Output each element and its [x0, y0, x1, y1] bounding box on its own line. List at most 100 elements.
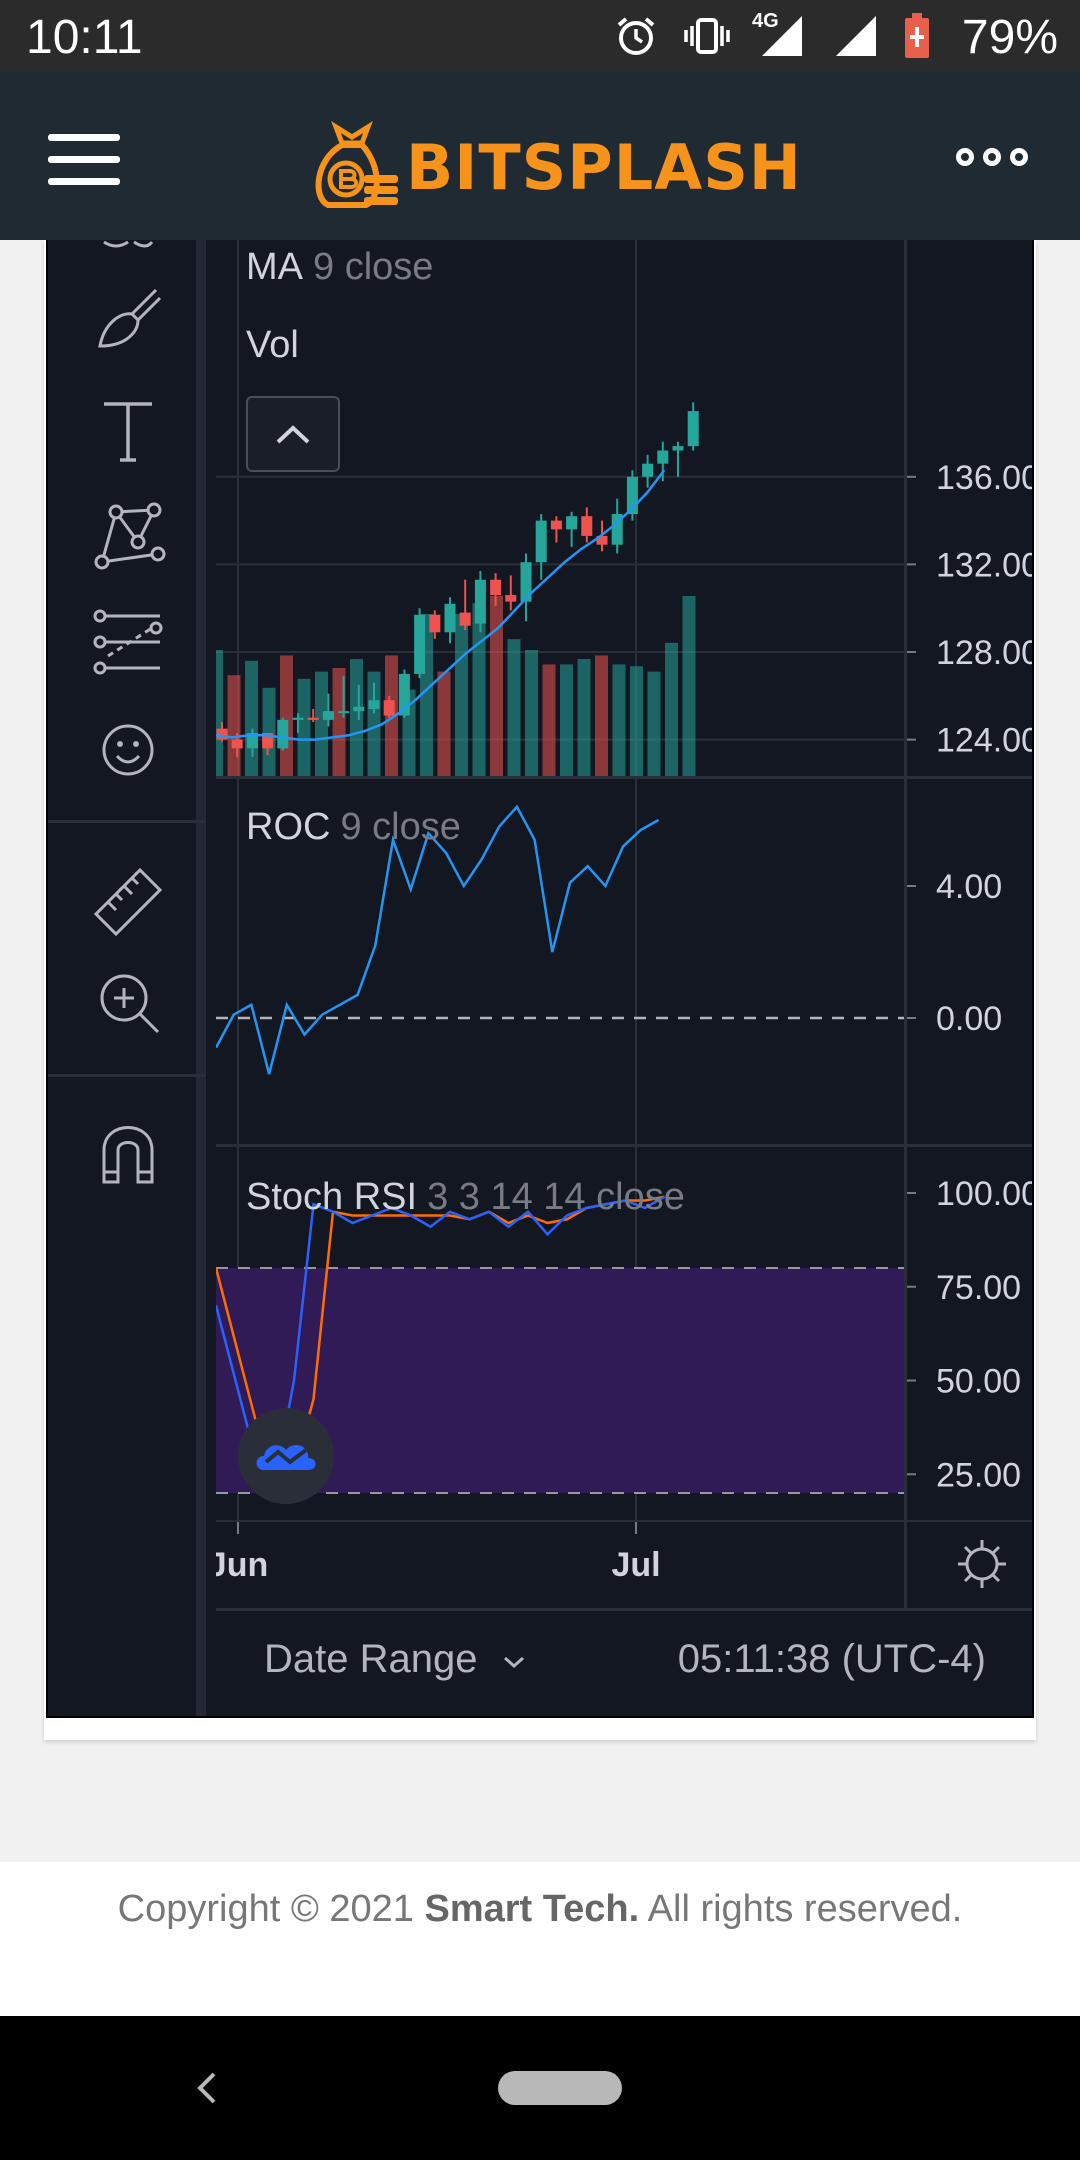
candle-body — [459, 612, 471, 626]
chart-settings-icon[interactable] — [958, 1540, 1006, 1588]
footer: Copyright © 2021 Smart Tech. All rights … — [0, 1862, 1080, 2016]
bitcoin-bag-icon — [315, 120, 398, 208]
more-dots-icon[interactable] — [956, 142, 1028, 172]
candle-body — [520, 562, 532, 602]
candle-body — [338, 711, 350, 714]
volume-bar — [245, 660, 258, 776]
volume-bar — [210, 650, 223, 776]
network-type-label: 4G — [752, 10, 779, 32]
status-icons: 4G — [614, 10, 930, 60]
hamburger-menu-icon[interactable] — [48, 134, 120, 186]
status-bar: 10:11 4G 79% — [0, 0, 1080, 72]
roc-axis-label: 0.00 — [936, 1000, 1002, 1038]
pane-separator[interactable] — [216, 1144, 1034, 1147]
volume-bar — [490, 596, 503, 776]
stoch-axis-label: 100.00 — [936, 1175, 1034, 1213]
candle-body — [505, 595, 517, 602]
candle-body — [672, 446, 684, 451]
volume-legend-name: Vol — [246, 324, 299, 366]
candle-body — [414, 614, 426, 674]
candle-body — [474, 579, 486, 624]
date-range-dropdown[interactable]: Date Range — [264, 1637, 529, 1682]
brush-icon[interactable] — [86, 280, 170, 364]
candle-body — [642, 463, 654, 477]
candle-body — [292, 717, 304, 720]
time-axis-separator — [216, 1520, 1032, 1522]
ma-line — [215, 469, 666, 741]
price-axis-label: 136.00 — [936, 459, 1034, 497]
volume-bar — [350, 659, 363, 776]
volume-bar — [630, 666, 643, 776]
chart-widget: 4.00 0.00 100.00 75.00 50.00 25.00 136.00 132… — [46, 240, 1034, 1718]
time-axis-label: Jul — [611, 1546, 660, 1584]
pane-separator[interactable] — [216, 776, 1034, 779]
fib-retracement-icon[interactable] — [86, 600, 170, 684]
volume-bar — [525, 650, 538, 776]
candle-body — [490, 579, 502, 596]
chart-canvas[interactable]: 4.00 0.00 100.00 75.00 50.00 25.00 136.00 132… — [208, 240, 1034, 1608]
company-name[interactable]: Smart Tech. — [424, 1888, 640, 1930]
roc-legend[interactable]: ROC 9 close — [246, 806, 461, 849]
timezone-clock[interactable]: 05:11:38 (UTC-4) — [677, 1637, 986, 1681]
emoji-icon[interactable] — [86, 708, 170, 792]
volume-bar — [595, 655, 608, 776]
candle-body — [596, 535, 608, 545]
stoch-axis-label: 50.00 — [936, 1363, 1021, 1401]
volume-bar — [332, 668, 346, 776]
candle-body — [307, 717, 319, 720]
magnet-icon[interactable] — [86, 1110, 170, 1194]
ma-legend-name: MA — [246, 246, 303, 288]
candle-body — [626, 476, 638, 515]
drawing-toolbar — [48, 240, 206, 1716]
volume-bar — [262, 687, 276, 776]
home-pill[interactable] — [498, 2071, 622, 2105]
roc-line — [214, 804, 660, 1075]
volume-legend[interactable]: Vol — [246, 324, 299, 367]
volume-bar — [560, 664, 573, 776]
navigation-bar — [0, 2016, 1080, 2160]
candle-body — [429, 614, 441, 633]
cloud-chart-icon — [256, 1444, 316, 1470]
ma-legend-params: 9 close — [313, 246, 434, 288]
alarm-icon — [617, 17, 655, 55]
logo[interactable]: BITSPLASH — [306, 120, 802, 212]
candle-body — [566, 516, 578, 530]
text-icon[interactable] — [86, 388, 170, 472]
candle-body — [353, 706, 365, 712]
zoom-in-icon[interactable] — [86, 960, 170, 1044]
battery-percent: 79% — [961, 11, 1058, 64]
volume-bar — [367, 671, 381, 776]
app-bar: BITSPLASH — [0, 72, 1080, 240]
time-axis: Jun Jul — [208, 1522, 661, 1584]
logo-text: BITSPLASH — [406, 130, 802, 204]
candle-body — [277, 719, 289, 749]
candle-body — [368, 700, 380, 709]
status-time: 10:11 — [26, 11, 143, 64]
pattern-icon[interactable] — [86, 492, 170, 576]
volume-bar — [472, 603, 486, 776]
floating-cloud-button[interactable] — [238, 1408, 334, 1504]
chart-plots: 4.00 0.00 100.00 75.00 50.00 25.00 136.00 132… — [208, 240, 1034, 1716]
roc-axis-label: 4.00 — [936, 868, 1002, 906]
ruler-icon[interactable] — [86, 856, 170, 940]
stoch-k-line — [214, 1195, 666, 1489]
candle-body — [216, 728, 228, 740]
stoch-axis-label: 75.00 — [936, 1269, 1021, 1307]
candle-body — [611, 514, 623, 545]
candle-body — [262, 733, 274, 749]
price-axis-separator — [904, 240, 907, 1608]
date-range-label: Date Range — [264, 1637, 478, 1681]
vibrate-icon — [684, 18, 730, 54]
stoch-rsi-legend[interactable]: Stoch RSI 3 3 14 14 close — [246, 1176, 685, 1219]
roc-legend-params: 9 close — [340, 806, 461, 848]
price-axis-label: 132.00 — [936, 546, 1034, 584]
back-icon[interactable] — [188, 2068, 228, 2108]
collapse-legend-button[interactable] — [246, 396, 340, 472]
toolbar-divider — [48, 820, 206, 823]
candles — [216, 402, 699, 758]
ma-legend[interactable]: MA 9 close — [246, 246, 433, 289]
candle-body — [657, 450, 669, 464]
stoch-rsi-legend-name: Stoch RSI — [246, 1176, 418, 1218]
stoch-rsi-pane: 100.00 75.00 50.00 25.00 — [214, 1175, 1034, 1494]
partial-tool-icon — [103, 240, 154, 248]
